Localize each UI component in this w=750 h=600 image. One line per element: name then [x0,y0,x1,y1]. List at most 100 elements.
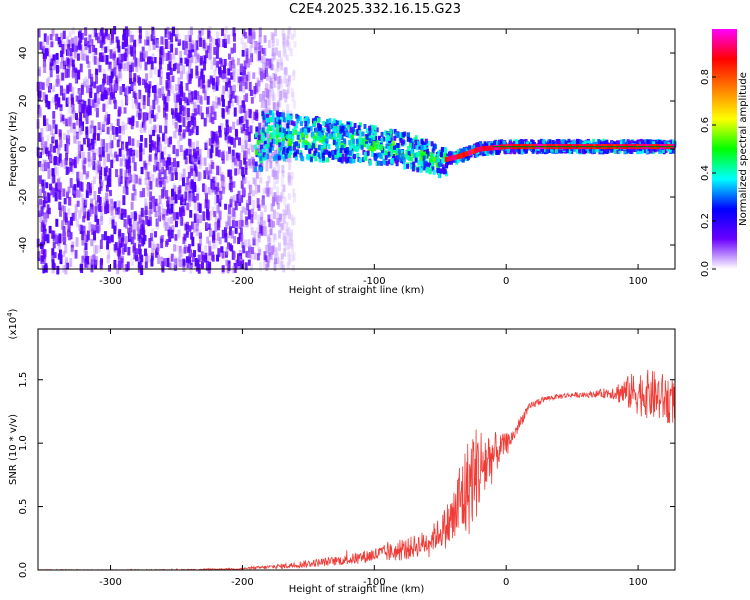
spectrogram-cell [286,104,290,113]
spectrogram-cell [187,165,191,174]
spectrogram-cell [450,155,455,161]
spectrogram-cell [313,150,317,156]
spectrogram-cell [64,264,68,275]
spectrogram-cell [68,31,72,38]
spectrogram-cell [127,117,131,125]
spectrogram-cell [52,54,56,63]
spectrogram-cell [232,27,236,37]
spectrogram-cell [120,99,124,108]
spectrogram-cell [218,57,222,65]
spectrogram-cell [393,135,397,141]
spectrogram-cell [71,86,75,95]
spectrogram-cell [191,180,195,188]
spectrogram-cell [269,77,273,84]
spectrogram-cell [163,216,167,226]
spectrogram-cell [279,196,283,204]
spectrogram-cell [121,154,125,162]
spectrogram-cell [264,67,268,78]
spectrogram-cell [272,52,276,61]
spectrogram-cell [67,48,71,57]
spectrogram-cell [256,151,260,157]
spectrogram-cell [603,141,607,147]
spectrogram-cell [106,235,110,243]
spectrogram-cell [84,37,88,45]
spectrogram-cell [117,248,121,257]
spectrogram-cell [340,153,344,159]
spectrogram-cell [96,100,100,108]
spectrogram-cell [227,204,231,215]
spectrogram-cell [107,175,111,185]
spectrogram-cell [86,262,90,270]
spectrogram-cell [40,206,44,217]
spectrogram-cell [241,188,245,195]
spectrogram-cell [250,114,254,124]
spectrogram-cell [51,168,55,177]
spectrogram-cell [115,126,119,135]
spectrogram-cell [101,234,105,241]
spectrogram-cell [286,235,290,245]
spectrogram-cell [294,151,298,157]
spectrogram-cell [42,92,46,101]
spectrogram-cell [47,76,51,83]
spectrogram-cell [139,235,143,243]
spectrogram-cell [263,132,267,138]
spectrogram-cell [127,215,131,225]
spectrogram-cell [247,71,251,82]
spectrogram-cell [131,115,135,123]
spectrogram-cell [44,147,48,155]
spectrogram-cell [97,245,101,253]
spectrogram-cell [272,92,276,102]
spectrogram-cell [282,184,286,192]
spectrogram-cell [288,156,292,163]
spectrogram-cell [282,146,286,152]
spectrogram-cell [84,42,88,50]
spectrogram-cell [408,137,412,143]
spectrogram-cell [43,33,47,42]
spectrogram-cell [178,125,182,133]
spectrogram-cell [557,148,561,154]
spectrogram-cell [132,91,136,98]
spectrogram-cell [124,86,128,95]
spectrogram-cell [79,125,83,135]
spectrogram-cell [246,127,250,136]
spectrogram-cell [260,137,264,143]
spectrogram-cell [125,264,129,272]
spectrogram-cell [289,130,293,136]
spectrogram-cell [237,156,241,167]
spectrogram-cell [203,117,207,127]
spectrogram-cell [49,34,53,41]
spectrogram-cell [176,63,180,74]
spectrogram-cell [265,73,269,81]
spectrogram-cell [80,85,84,95]
spectrogram-cell [228,146,232,155]
spectrogram-cell [199,214,203,224]
snr-y-tick-label: 1.0 [18,435,29,451]
spectrogram-cell [613,141,617,147]
spectrogram-cell [266,117,270,123]
spectrogram-cell [133,193,137,201]
spectrogram-cell [365,134,369,140]
spectrogram-cell [216,204,220,214]
spectrogram-cell [153,114,157,122]
spectrogram-cell [358,138,362,144]
spectrogram-cell [205,260,209,271]
spectrogram-cell [229,176,233,185]
spectrogram-cell [191,40,195,50]
spectrogram-cell [88,105,92,115]
spectrogram-cell [284,66,288,75]
spectrogram-cell [102,196,106,205]
colorbar-label: Normalized spectral amplitude [738,72,749,226]
spectrogram-cell [162,157,166,167]
spectrogram-cell [322,120,326,126]
spectrogram-cell [160,46,164,56]
spectrogram-cell [333,149,337,155]
spectrogram-cell [138,229,142,240]
spectrogram-cell [152,99,156,110]
spectrogram-cell [52,145,56,153]
snr-x-tick-label: -200 [231,577,254,588]
spectrogram-cell [247,58,251,68]
spectrogram-cell [148,154,152,162]
spectrogram-cell [37,146,41,156]
spectrogram-cell [53,156,57,164]
spectrogram-cell [226,139,230,147]
